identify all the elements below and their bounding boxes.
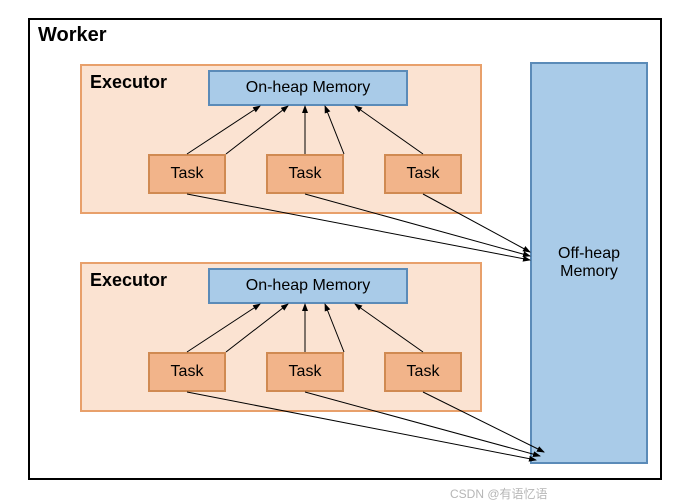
onheap-memory: On-heap Memory (208, 268, 408, 304)
offheap-memory-label: Off-heapMemory (558, 245, 620, 281)
task-box: Task (384, 352, 462, 392)
onheap-memory-label: On-heap Memory (246, 79, 371, 97)
onheap-memory: On-heap Memory (208, 70, 408, 106)
task-box: Task (266, 154, 344, 194)
task-box-label: Task (289, 363, 322, 381)
task-box-label: Task (407, 363, 440, 381)
task-box: Task (384, 154, 462, 194)
executor-box-label: Executor (82, 66, 175, 99)
task-box: Task (148, 352, 226, 392)
onheap-memory-label: On-heap Memory (246, 277, 371, 295)
task-box-label: Task (407, 165, 440, 183)
executor-box-label: Executor (82, 264, 175, 297)
task-box: Task (148, 154, 226, 194)
watermark: CSDN @有语忆语 (450, 485, 548, 502)
task-box: Task (266, 352, 344, 392)
offheap-memory: Off-heapMemory (530, 62, 648, 464)
task-box-label: Task (171, 363, 204, 381)
task-box-label: Task (289, 165, 322, 183)
task-box-label: Task (171, 165, 204, 183)
worker-box-label: Worker (30, 20, 115, 51)
